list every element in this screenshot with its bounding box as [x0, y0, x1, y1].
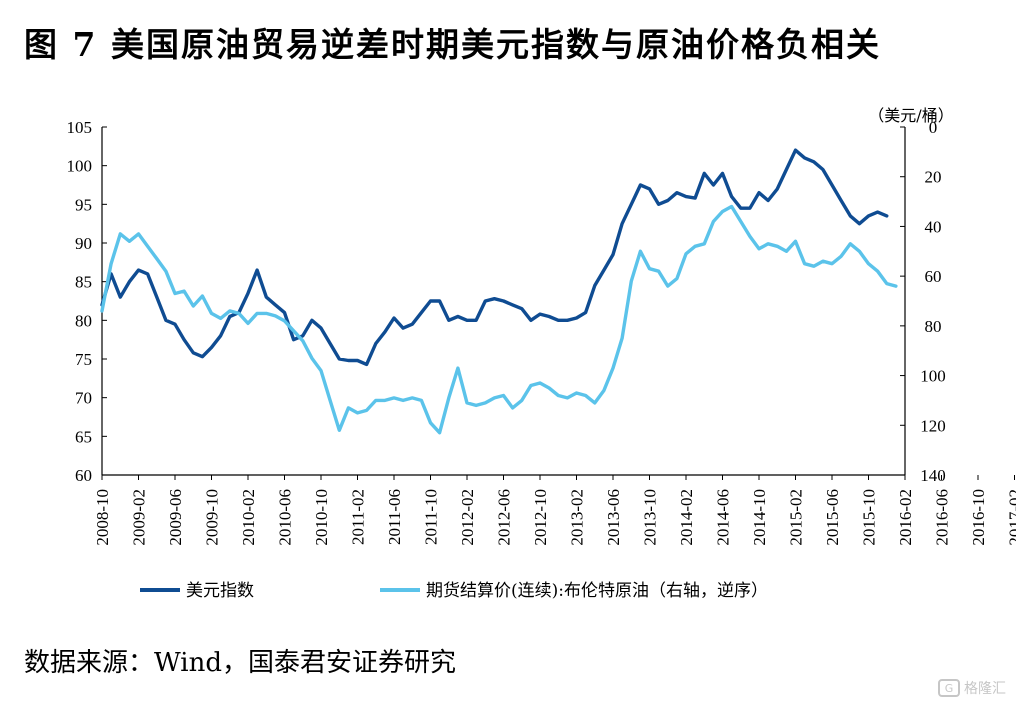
figure-source: 数据来源：Wind，国泰君安证券研究: [24, 648, 456, 678]
x-tick-label: 2014-06: [714, 489, 733, 546]
right-tick-label: 0: [929, 118, 938, 137]
x-tick-label: 2014-02: [677, 489, 696, 546]
left-tick-label: 95: [75, 195, 92, 214]
x-tick-label: 2016-02: [896, 489, 915, 546]
x-tick-label: 2009-10: [203, 489, 222, 546]
left-tick-label: 75: [75, 350, 92, 369]
x-tick-label: 2017-02: [1006, 489, 1016, 546]
right-tick-label: 100: [920, 367, 946, 386]
right-tick-label: 20: [925, 168, 942, 187]
x-tick-label: 2013-06: [604, 489, 623, 546]
brent-price-line: [100, 204, 898, 435]
x-tick-label: 2009-02: [130, 489, 149, 546]
x-tick-label: 2012-02: [458, 489, 477, 546]
x-tick-label: 2013-02: [568, 489, 587, 546]
left-tick-label: 85: [75, 273, 92, 292]
x-tick-label: 2010-06: [276, 489, 295, 546]
x-tick-label: 2011-06: [385, 489, 404, 545]
x-tick-label: 2015-06: [823, 489, 842, 546]
x-tick-label: 2012-10: [531, 489, 550, 546]
right-tick-label: 140: [920, 466, 946, 485]
x-tick-label: 2012-06: [495, 489, 514, 546]
left-tick-label: 80: [75, 311, 92, 330]
x-tick-label: 2011-02: [349, 489, 368, 545]
right-tick-label: 40: [925, 217, 942, 236]
x-tick-label: 2014-10: [750, 489, 769, 546]
chart-axes: 60 65 70 75 80 85 90 95 100 105 0 20 40 60 80 100 120 140…: [67, 106, 1016, 546]
x-tick-label: 2009-06: [166, 489, 185, 546]
x-tick-label: 2016-10: [969, 489, 988, 546]
watermark: G 格隆汇: [938, 678, 1006, 698]
watermark-logo-icon: G: [938, 679, 960, 697]
chart-lines: [100, 148, 898, 435]
legend-label-brent: 期货结算价(连续):布伦特原油（右轴，逆序）: [426, 581, 768, 601]
left-tick-label: 100: [67, 157, 93, 176]
right-tick-label: 80: [925, 317, 942, 336]
left-tick-label: 70: [75, 389, 92, 408]
left-tick-label: 60: [75, 466, 92, 485]
x-tick-label: 2016-06: [933, 489, 952, 546]
right-axis-unit: （美元/桶）: [868, 106, 953, 125]
x-tick-label: 2010-10: [312, 489, 331, 546]
x-tick-label: 2015-02: [787, 489, 806, 546]
dollar-index-line: [100, 148, 889, 367]
right-tick-label: 120: [920, 416, 946, 435]
x-tick-label: 2013-10: [641, 489, 660, 546]
left-tick-label: 65: [75, 427, 92, 446]
right-tick-label: 60: [925, 267, 942, 286]
left-tick-label: 90: [75, 234, 92, 253]
watermark-text: 格隆汇: [964, 681, 1006, 697]
figure-title: 图 7 美国原油贸易逆差时期美元指数与原油价格负相关: [24, 25, 881, 64]
chart-legend: 美元指数 期货结算价(连续):布伦特原油（右轴，逆序）: [140, 581, 768, 601]
x-tick-label: 2010-02: [239, 489, 258, 546]
x-tick-label: 2008-10: [93, 489, 112, 546]
x-tick-label: 2015-10: [860, 489, 879, 546]
legend-label-dollar-index: 美元指数: [186, 581, 254, 601]
x-tick-label: 2011-10: [422, 489, 441, 545]
left-tick-label: 105: [67, 118, 93, 137]
